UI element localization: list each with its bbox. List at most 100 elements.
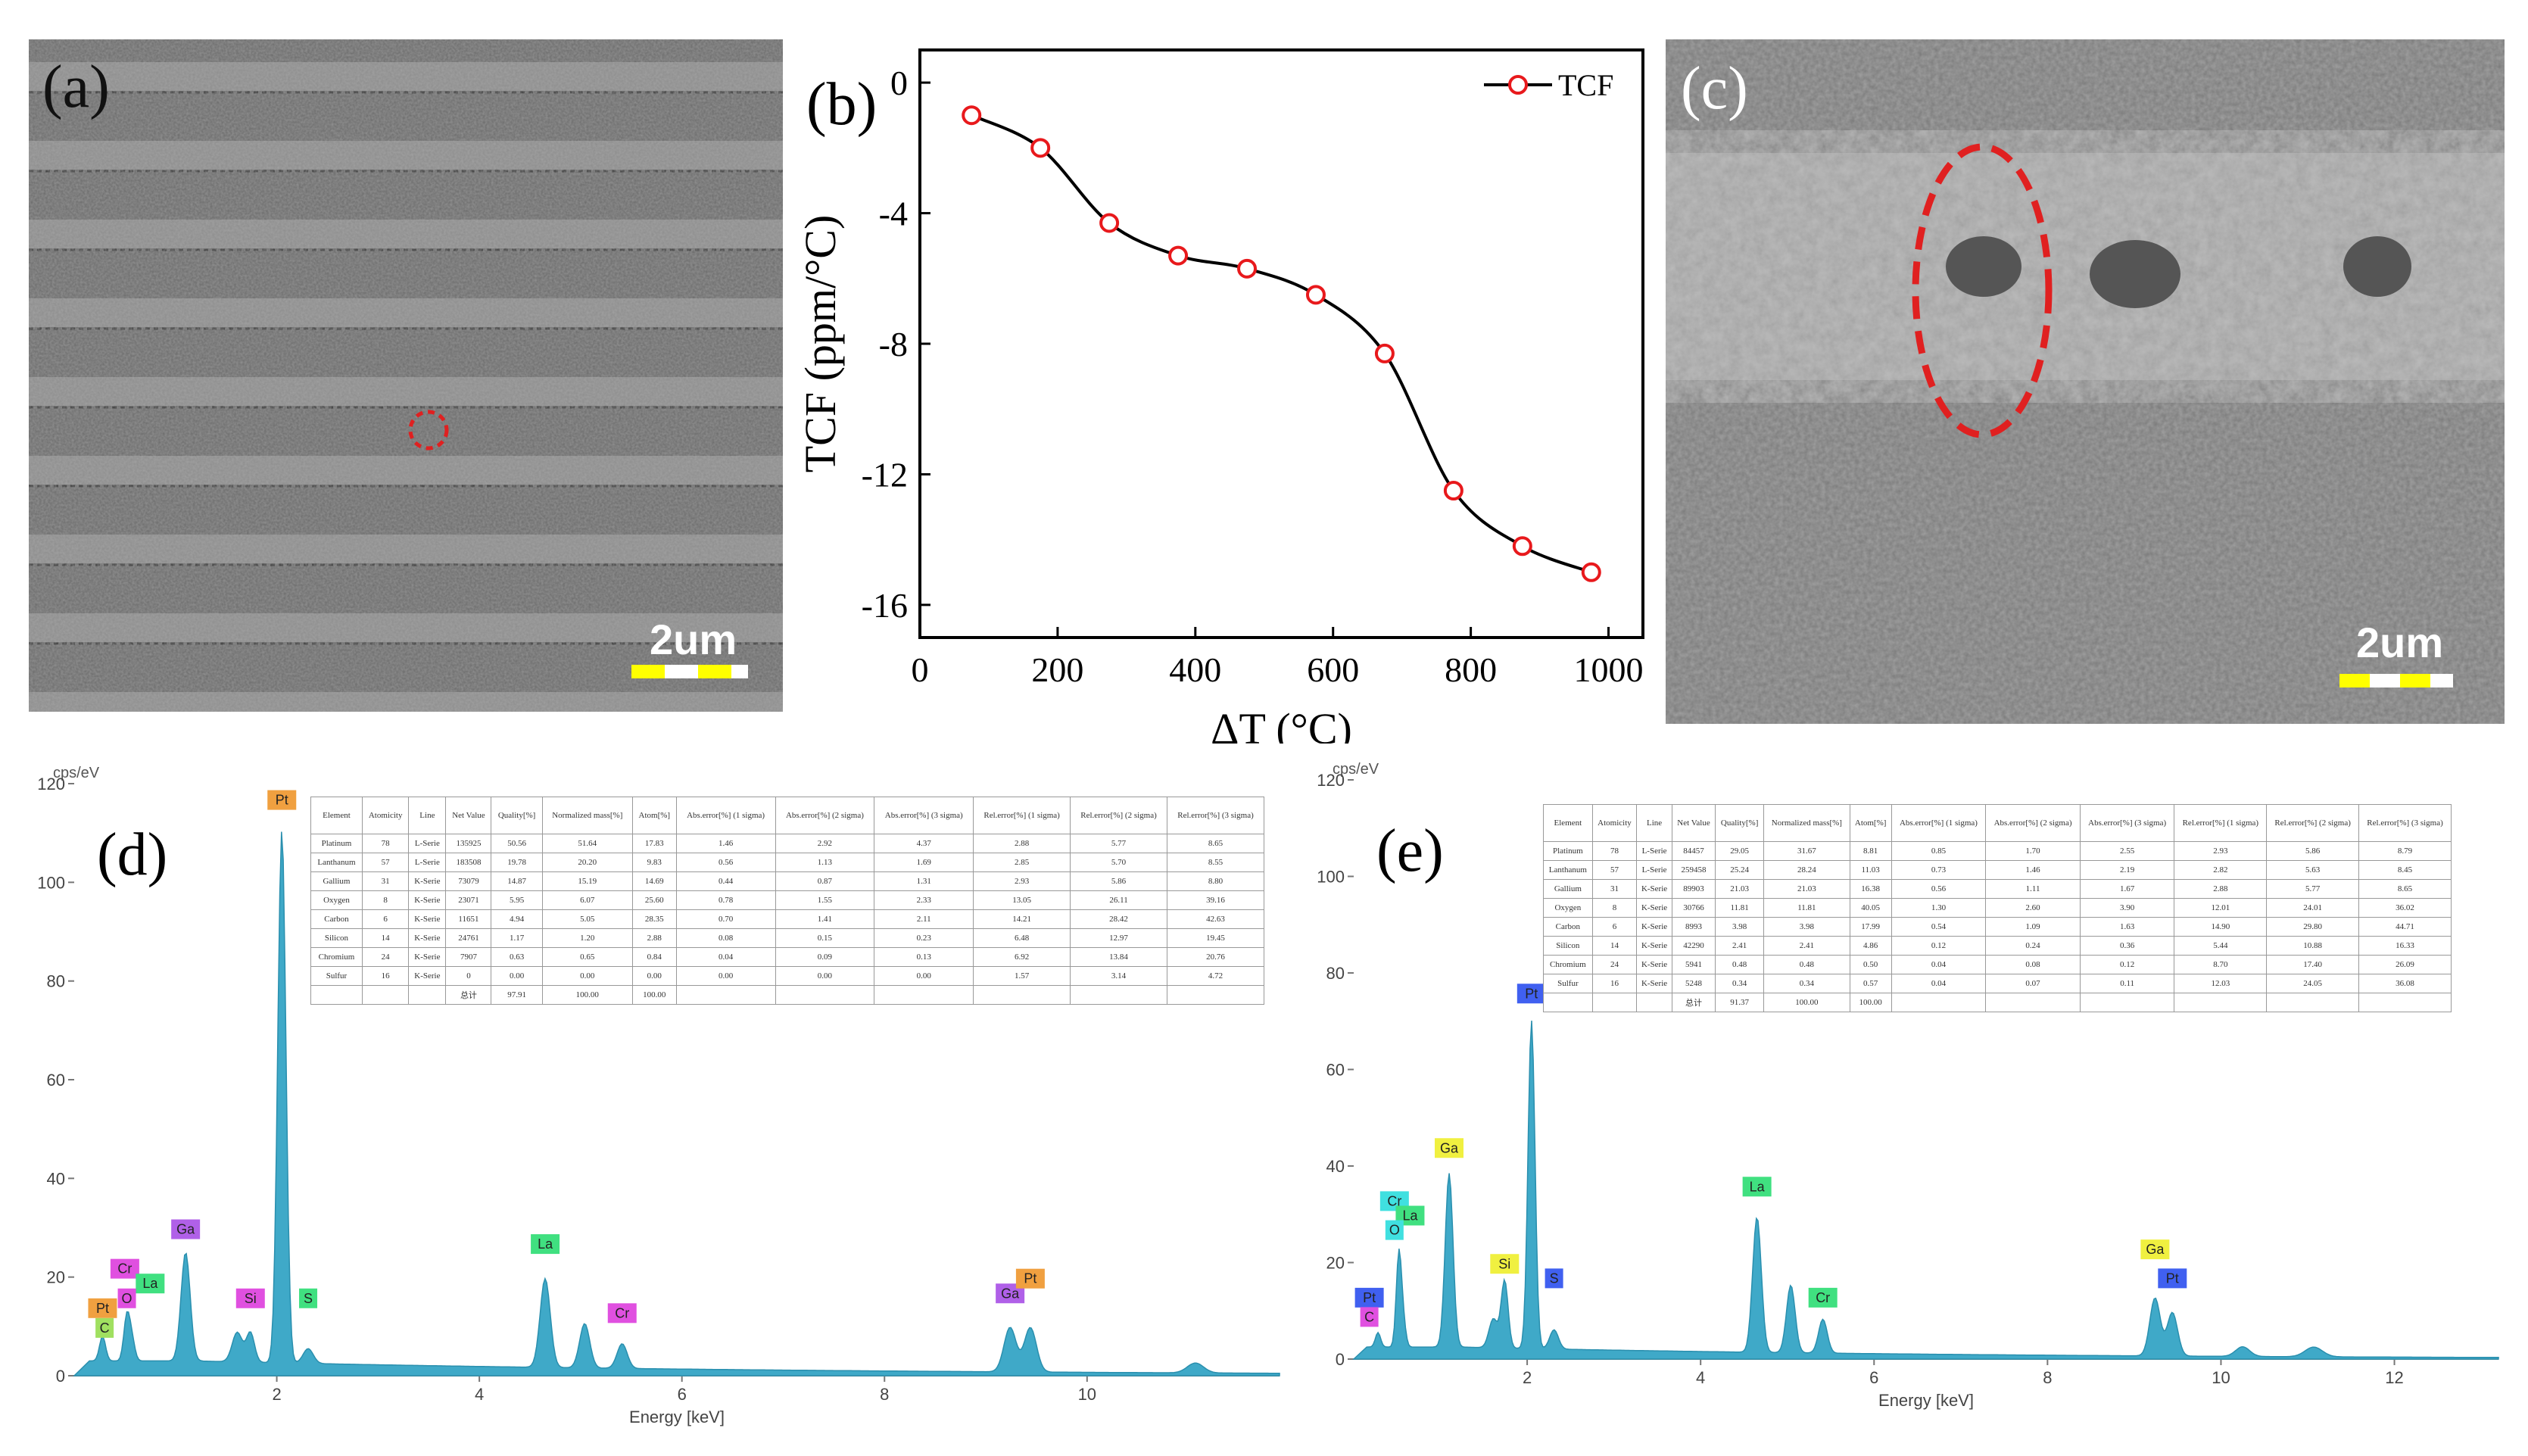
panel-label-d: (d)	[97, 822, 167, 888]
spectrum-area	[73, 831, 1280, 1376]
legend-marker	[1508, 75, 1528, 95]
x-tick-label: 0	[912, 650, 929, 689]
element-tag	[95, 1317, 114, 1338]
table-cell: 8	[361, 890, 410, 910]
table-cell: 5941	[1671, 955, 1716, 974]
table-cell: 24.05	[2266, 974, 2360, 993]
table-cell: 25.60	[631, 890, 677, 910]
highlight-circle	[408, 410, 449, 451]
element-tag	[1015, 1268, 1045, 1289]
table-cell: 3.14	[1070, 966, 1167, 986]
table-header-cell: Element	[1543, 804, 1593, 842]
table-cell: 1.30	[1891, 898, 1987, 918]
table-cell: Chromium	[1543, 955, 1593, 974]
table-header-cell: Rel.error[%] (1 sigma)	[2174, 804, 2268, 842]
table-row: Oxygen 8 K-Serie 30766 11.81 11.81 40.05 1.30 2.…	[1543, 898, 2452, 918]
table-cell: 9.83	[631, 853, 677, 872]
table-cell: 0.00	[541, 966, 633, 986]
table-cell: 14.87	[491, 871, 543, 891]
x-tick-label: 2	[1523, 1368, 1532, 1387]
table-cell: 0.87	[775, 871, 875, 891]
table-header-cell: Net Value	[445, 797, 492, 834]
element-tag	[88, 1298, 117, 1318]
x-tick-label: 1000	[1574, 650, 1644, 689]
element-tag-label: Ga	[1440, 1140, 1459, 1155]
table-cell: 0.07	[1985, 974, 2081, 993]
y-units-label: cps/eV	[53, 765, 100, 781]
eds-spectrum-d: cps/eV 0 20 40 60 80 100 120 2 4 6 8 10 Energy [keV] P…	[0, 750, 1287, 1452]
table-cell: 42.63	[1167, 909, 1264, 929]
table-cell: 21.03	[1763, 879, 1850, 899]
table-cell: 6.92	[973, 947, 1071, 967]
table-cell: 总计	[1671, 993, 1716, 1012]
element-tag-label: Pt	[276, 793, 288, 808]
table-row: Silicon 14 K-Serie 42290 2.41 2.41 4.86 0.12 0.2…	[1543, 936, 2452, 956]
table-cell: 5.77	[1070, 834, 1167, 853]
table-cell	[1167, 985, 1264, 1005]
table-cell: 4.86	[1849, 936, 1892, 956]
table-cell: 12.01	[2174, 898, 2268, 918]
element-tag	[1360, 1307, 1379, 1327]
table-cell: 2.88	[2174, 879, 2268, 899]
table-header-cell: Abs.error[%] (2 sigma)	[1985, 804, 2081, 842]
element-tag	[136, 1274, 165, 1294]
table-cell: 28.35	[631, 909, 677, 929]
table-cell: 19.45	[1167, 928, 1264, 948]
table-cell: 1.11	[1985, 879, 2081, 899]
table-cell: 2.88	[973, 834, 1071, 853]
table-cell: 0.08	[1985, 955, 2081, 974]
table-cell: 11.03	[1849, 860, 1892, 880]
x-tick-label: 4	[475, 1385, 484, 1404]
table-cell	[1543, 993, 1593, 1012]
element-tag-label: C	[1364, 1309, 1374, 1324]
table-cell: 44.71	[2358, 917, 2452, 937]
table-cell: 0.24	[1985, 936, 2081, 956]
table-cell	[675, 985, 776, 1005]
table-cell: 24	[1591, 955, 1638, 974]
table-cell: 4.37	[874, 834, 974, 853]
table-cell: 14.69	[631, 871, 677, 891]
element-tag	[1545, 1268, 1563, 1289]
table-cell: 0.13	[874, 947, 974, 967]
table-cell: 15.19	[541, 871, 633, 891]
table-cell: 16	[361, 966, 410, 986]
table-cell: 3.90	[2079, 898, 2175, 918]
table-cell: 1.31	[874, 871, 974, 891]
y-tick-label: 120	[37, 775, 65, 793]
table-cell: 30766	[1671, 898, 1716, 918]
table-cell: 2.93	[973, 871, 1071, 891]
element-tag	[607, 1303, 637, 1323]
table-cell	[1985, 993, 2081, 1012]
spectrum-area	[1352, 1020, 2499, 1360]
table-cell: L-Serie	[1636, 860, 1672, 880]
table-cell: L-Serie	[1636, 841, 1672, 861]
x-tick-label: 200	[1031, 650, 1083, 689]
table-cell	[408, 985, 447, 1005]
table-header-cell: Normalized mass[%]	[1763, 804, 1850, 842]
table-cell: 0.34	[1715, 974, 1765, 993]
x-axis-label: Energy [keV]	[1878, 1391, 1974, 1410]
y-tick-label: 60	[47, 1071, 65, 1090]
table-cell: 0.09	[775, 947, 875, 967]
table-cell: 135925	[445, 834, 492, 853]
table-cell: 4.94	[491, 909, 543, 929]
table-cell: 24761	[445, 928, 492, 948]
element-tag-label: Cr	[615, 1305, 629, 1320]
element-tag	[1435, 1138, 1463, 1158]
table-cell: 0.78	[675, 890, 776, 910]
table-row: Sulfur 16 K-Serie 5248 0.34 0.34 0.57 0.04 0.07 0…	[1543, 974, 2452, 993]
table-row: Gallium 31 K-Serie 73079 14.87 15.19 14.69 0.44…	[310, 871, 1264, 891]
table-cell: 84457	[1671, 841, 1716, 861]
table-row: Chromium 24 K-Serie 7907 0.63 0.65 0.84 0.04 0.0…	[310, 947, 1264, 967]
table-header-cell: Normalized mass[%]	[541, 797, 633, 834]
table-cell: 0.34	[1763, 974, 1850, 993]
table-cell	[2174, 993, 2268, 1012]
table-cell: 1.67	[2079, 879, 2175, 899]
table-cell: 1.70	[1985, 841, 2081, 861]
table-cell: 2.60	[1985, 898, 2081, 918]
table-cell: K-Serie	[1636, 898, 1672, 918]
y-tick-label: 100	[1317, 868, 1345, 887]
table-cell	[973, 985, 1071, 1005]
